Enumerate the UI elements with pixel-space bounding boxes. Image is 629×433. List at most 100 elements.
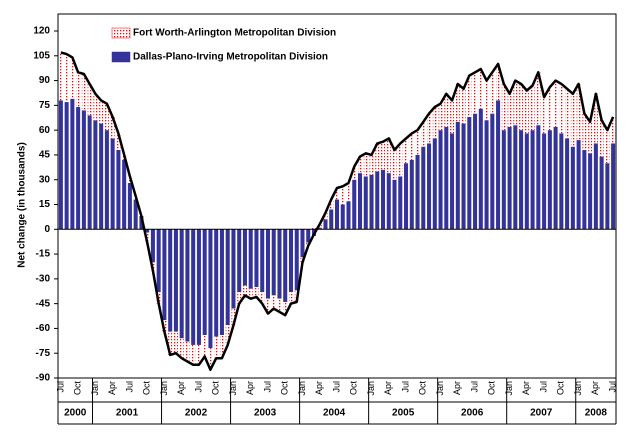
bar	[214, 229, 219, 337]
bar	[427, 143, 432, 230]
bar	[524, 90, 529, 134]
x-tick-label: Jan	[573, 381, 583, 396]
x-tick-label: Oct	[211, 381, 221, 396]
bar	[427, 113, 432, 144]
bar	[191, 229, 196, 345]
x-tick-label: Jul	[469, 381, 479, 393]
x-tick-label: Jul	[55, 381, 65, 393]
bar	[168, 229, 173, 332]
x-tick-label: Apr	[452, 381, 462, 395]
bar	[519, 130, 524, 230]
bar	[127, 183, 132, 230]
bar	[265, 298, 270, 314]
bar	[139, 216, 144, 230]
y-axis-label: Net change (in thousands)	[17, 142, 28, 268]
x-tick-label: Jul	[193, 381, 203, 393]
bar	[496, 100, 501, 230]
bar	[231, 229, 236, 309]
bar	[415, 154, 420, 230]
bar	[196, 344, 201, 365]
bar	[507, 93, 512, 127]
bar	[519, 83, 524, 131]
bar	[162, 229, 167, 321]
bar	[473, 113, 478, 230]
bar	[156, 229, 161, 293]
bar	[438, 130, 443, 230]
bar	[553, 80, 558, 127]
bar	[593, 93, 598, 144]
legend-swatch	[111, 51, 131, 63]
bar	[76, 72, 81, 108]
bar	[404, 138, 409, 164]
bar	[346, 183, 351, 202]
bar	[260, 292, 265, 304]
bar	[145, 229, 150, 233]
bar	[70, 98, 75, 230]
bar	[432, 107, 437, 139]
x-tick-label: Apr	[176, 381, 186, 395]
bar	[605, 130, 610, 164]
bar	[588, 121, 593, 154]
bar	[242, 229, 247, 286]
legend-label: Fort Worth-Arlington Metropolitan Divisi…	[133, 28, 336, 39]
x-tick-label: Jul	[607, 381, 617, 393]
bar	[593, 143, 598, 230]
bar	[478, 108, 483, 230]
x-tick-label: Apr	[245, 381, 255, 395]
bar	[323, 219, 328, 230]
bar	[588, 153, 593, 230]
bar	[432, 138, 437, 230]
bar	[467, 75, 472, 117]
bar	[421, 146, 426, 230]
y-tick-label: 120	[33, 26, 50, 37]
bar	[484, 80, 489, 121]
bar	[208, 348, 213, 370]
bar	[536, 72, 541, 126]
bar	[340, 186, 345, 205]
x-tick-label: Oct	[349, 381, 359, 396]
bar	[277, 229, 282, 299]
bar	[173, 229, 178, 332]
bar	[467, 116, 472, 230]
bar	[173, 331, 178, 354]
y-tick-label: 60	[39, 125, 51, 136]
bar	[288, 229, 293, 293]
year-label: 2006	[461, 408, 484, 419]
x-tick-label: Oct	[556, 381, 566, 396]
bar	[599, 156, 604, 230]
y-tick-label: 90	[39, 75, 51, 86]
bar	[357, 173, 363, 230]
bar	[565, 88, 570, 139]
bar	[513, 80, 518, 126]
bar	[542, 97, 547, 134]
bar	[553, 126, 558, 230]
bar	[237, 292, 242, 304]
bar	[179, 229, 184, 339]
bar	[415, 130, 420, 155]
y-tick-label: -60	[36, 323, 51, 334]
bar	[329, 199, 334, 210]
bar	[122, 159, 127, 230]
bar	[513, 125, 518, 230]
bar	[219, 335, 224, 359]
bar	[323, 212, 328, 220]
bar	[547, 87, 552, 131]
year-label: 2002	[185, 408, 208, 419]
bar	[409, 159, 414, 230]
year-label: 2000	[64, 408, 87, 419]
bar	[248, 288, 253, 299]
bar	[208, 229, 213, 349]
bar	[81, 110, 86, 230]
plot-frame	[57, 13, 617, 379]
bar	[58, 52, 63, 101]
bar	[490, 113, 495, 230]
x-tick-label: Oct	[418, 381, 428, 396]
bar	[501, 130, 506, 230]
bar	[363, 176, 368, 230]
bar	[300, 229, 305, 258]
bar	[110, 116, 115, 139]
y-tick-label: 105	[33, 50, 50, 61]
bar	[570, 146, 575, 230]
bar	[582, 149, 587, 230]
